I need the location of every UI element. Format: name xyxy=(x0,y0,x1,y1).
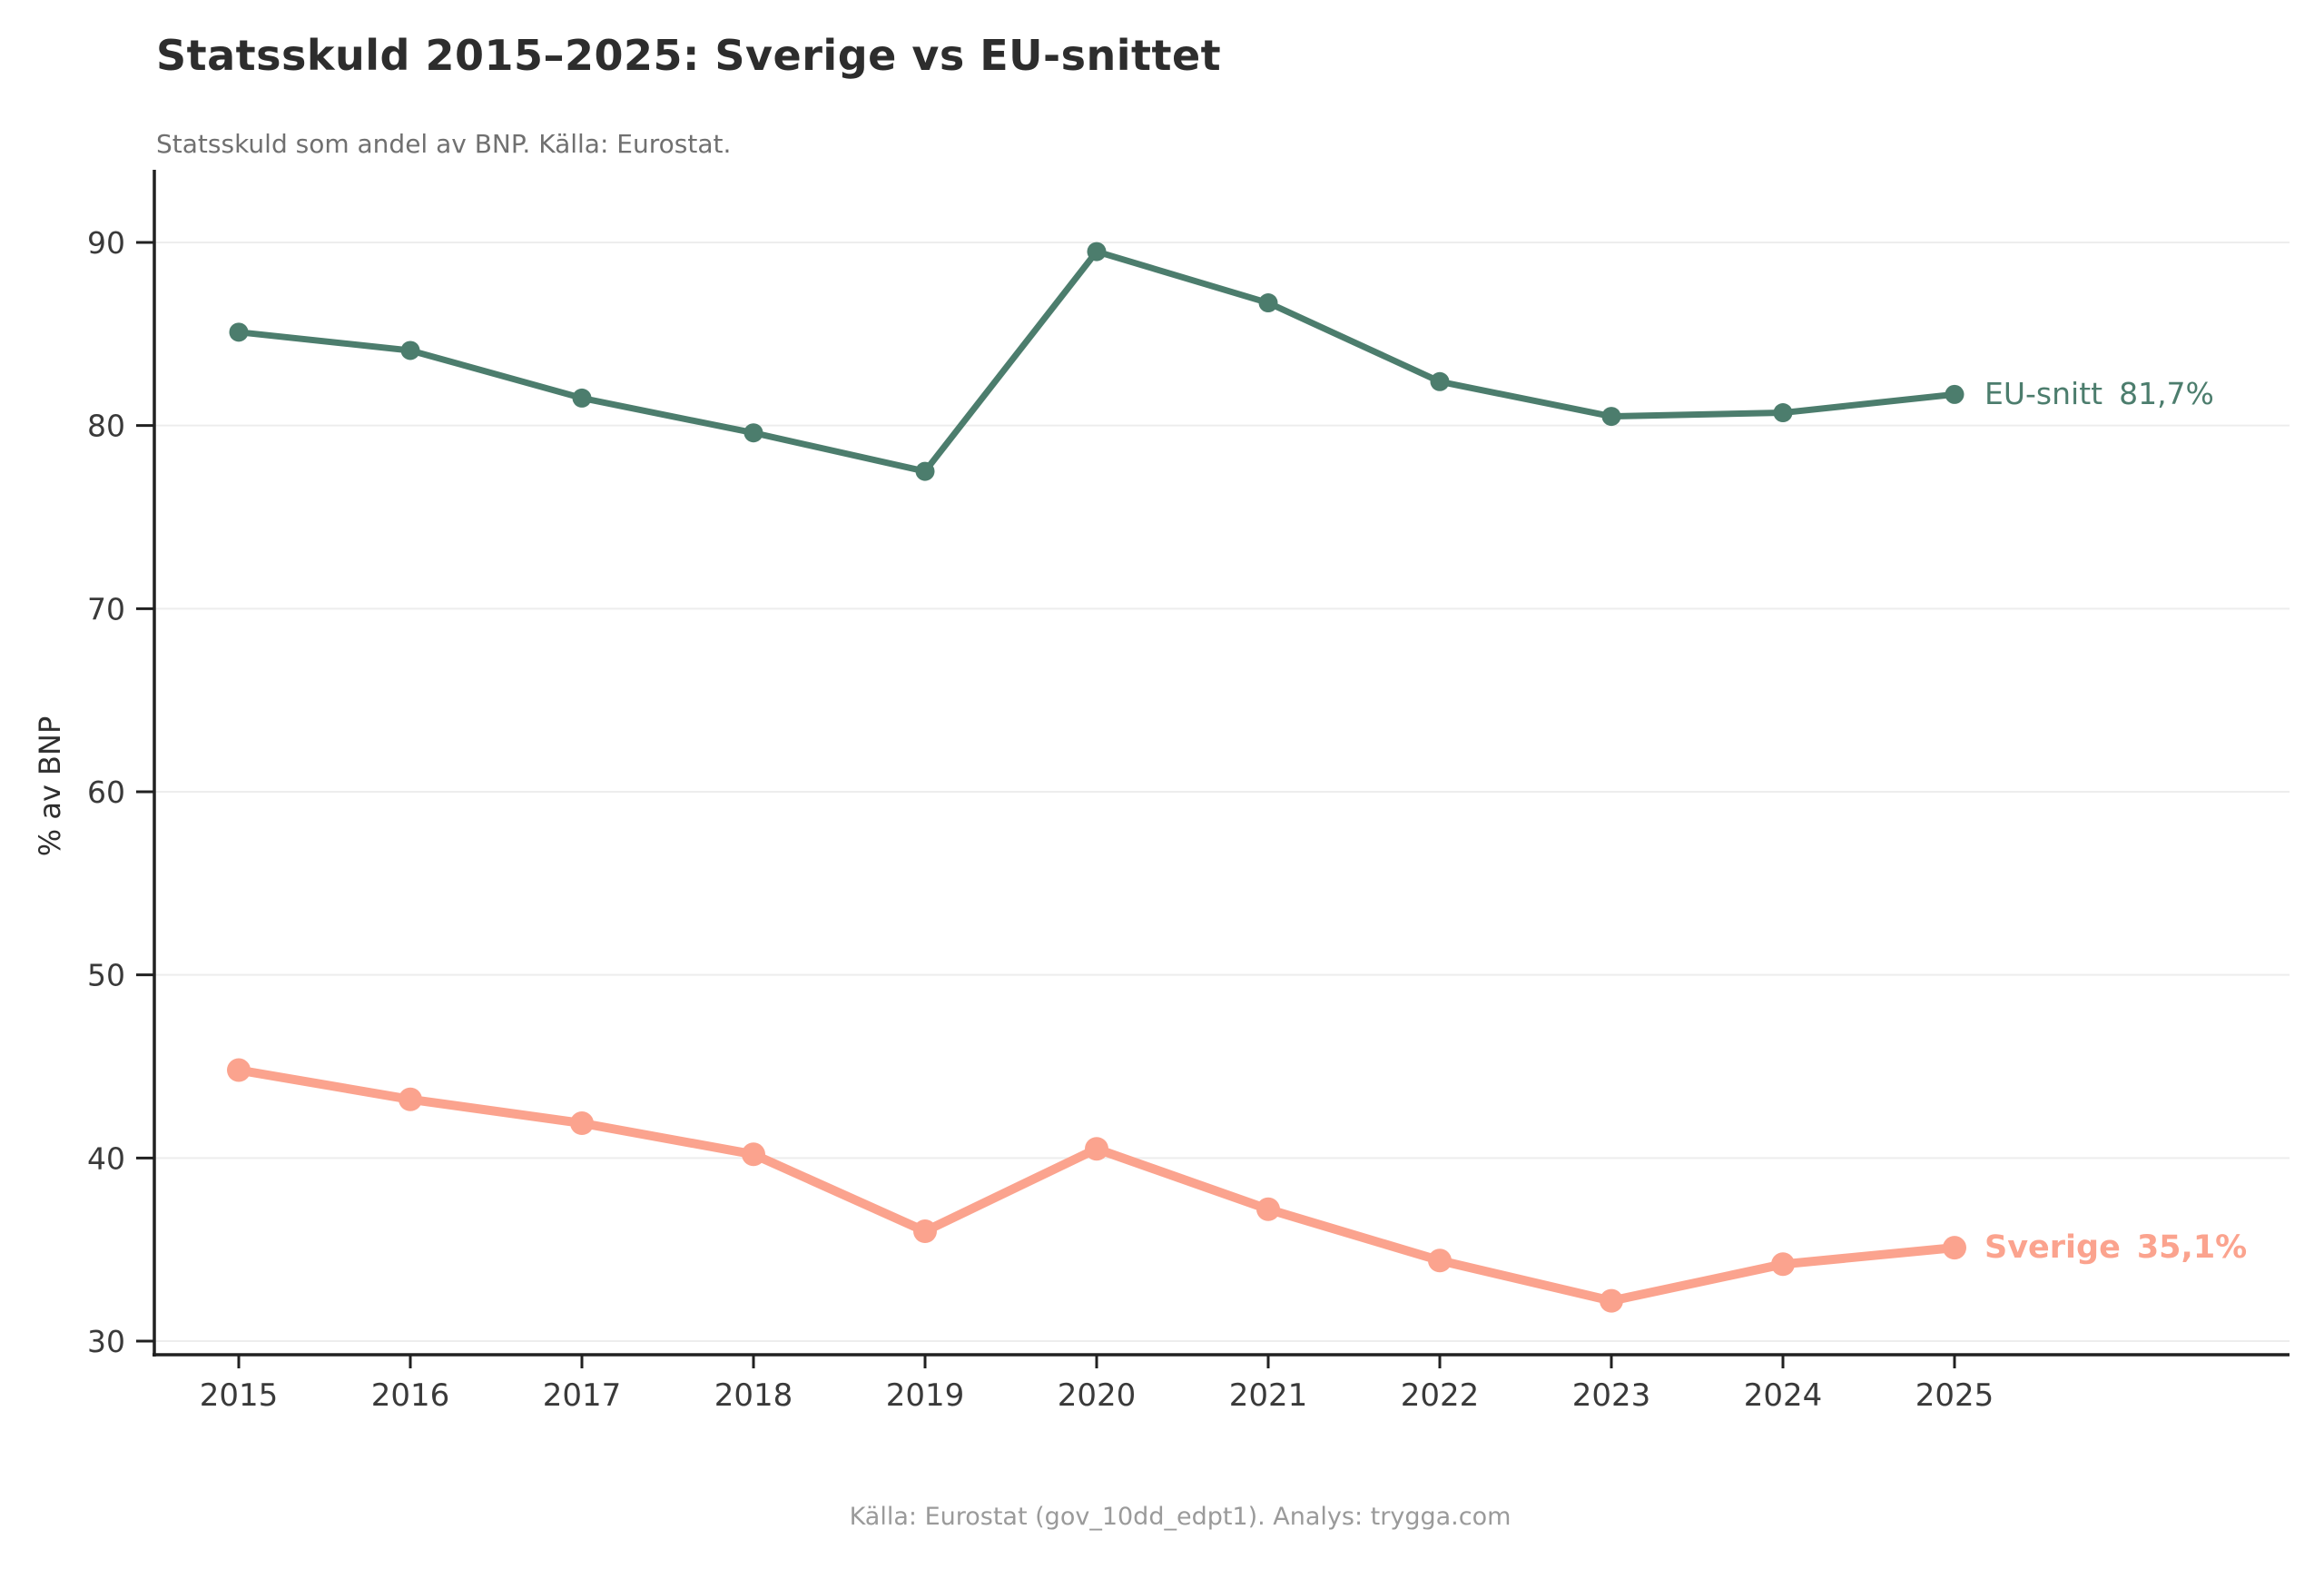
data-point-marker xyxy=(1258,293,1278,313)
eu-snitt-end-label: EU-snitt 81,7% xyxy=(1984,376,2214,411)
data-point-marker xyxy=(570,1111,594,1136)
data-point-marker xyxy=(1256,1197,1280,1221)
data-point-marker xyxy=(1428,1248,1452,1273)
y-tick-label: 40 xyxy=(87,1140,125,1176)
data-point-marker xyxy=(1943,1236,1966,1260)
data-point-marker xyxy=(1087,242,1107,262)
data-point-marker xyxy=(227,1058,251,1082)
data-point-marker xyxy=(913,1219,937,1243)
x-tick-label: 2017 xyxy=(543,1377,622,1414)
y-tick-label: 80 xyxy=(87,409,125,444)
data-point-marker xyxy=(915,461,935,481)
eu-snitt-end-label-value: 81,7% xyxy=(2119,376,2214,411)
y-tick-label: 90 xyxy=(87,225,125,261)
x-tick-label: 2019 xyxy=(886,1377,965,1414)
data-point-marker xyxy=(399,1087,422,1111)
data-point-marker xyxy=(1085,1137,1108,1161)
data-point-marker xyxy=(1945,384,1965,404)
x-tick-label: 2016 xyxy=(371,1377,450,1414)
y-tick-label: 30 xyxy=(87,1324,125,1359)
data-point-marker xyxy=(229,322,249,342)
sverige-end-label-name: Sverige xyxy=(1984,1229,2121,1266)
eu-snitt-end-label-name: EU-snitt xyxy=(1984,376,2103,411)
y-tick-label: 60 xyxy=(87,775,125,810)
data-point-marker xyxy=(1773,403,1793,423)
x-tick-label: 2015 xyxy=(200,1377,279,1414)
x-tick-label: 2023 xyxy=(1572,1377,1651,1414)
chart-subtitle: Statsskuld som andel av BNP. Källa: Euro… xyxy=(156,129,732,159)
x-tick-label: 2025 xyxy=(1915,1377,1994,1414)
data-point-marker xyxy=(1601,407,1621,427)
source-footer: Källa: Eurostat (gov_10dd_edpt1). Analys… xyxy=(849,1503,1512,1531)
sverige-end-label-value: 35,1% xyxy=(2136,1229,2248,1266)
data-point-marker xyxy=(743,423,763,443)
data-point-marker xyxy=(400,340,420,360)
y-tick-label: 50 xyxy=(87,958,125,993)
series-line-sverige xyxy=(234,1065,1959,1306)
x-tick-label: 2020 xyxy=(1058,1377,1137,1414)
data-point-marker xyxy=(1771,1252,1795,1277)
sverige-end-label: Sverige 35,1% xyxy=(1984,1229,2247,1266)
x-tick-label: 2018 xyxy=(714,1377,793,1414)
data-point-marker xyxy=(572,388,592,408)
data-point-marker xyxy=(742,1142,765,1167)
y-tick-label: 70 xyxy=(87,591,125,627)
data-point-marker xyxy=(1430,371,1450,391)
series-line-eu-snitt xyxy=(235,248,1958,475)
x-tick-label: 2022 xyxy=(1401,1377,1480,1414)
x-tick-label: 2021 xyxy=(1229,1377,1308,1414)
chart-title: Statsskuld 2015–2025: Sverige vs EU-snit… xyxy=(156,31,1222,80)
x-tick-label: 2024 xyxy=(1744,1377,1823,1414)
data-point-marker xyxy=(1600,1288,1623,1313)
